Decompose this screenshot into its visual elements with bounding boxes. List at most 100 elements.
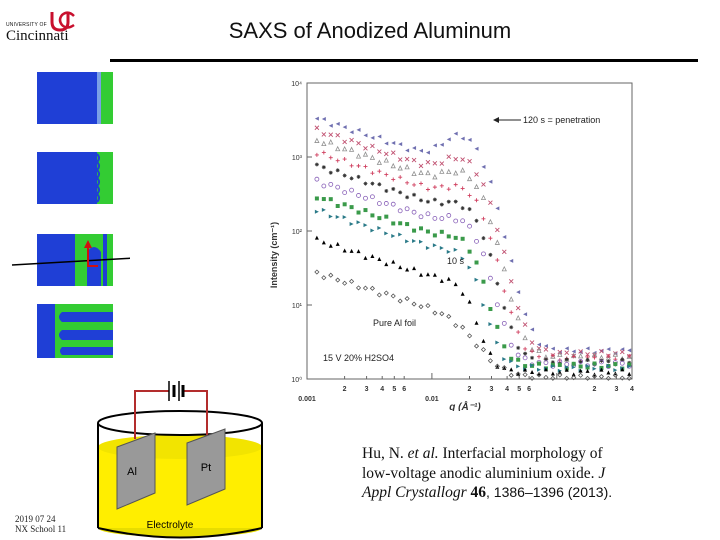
data-point — [494, 239, 500, 245]
data-point — [432, 143, 437, 148]
data-point — [474, 198, 479, 203]
data-point — [550, 364, 555, 369]
data-point — [488, 200, 493, 205]
data-point — [363, 195, 368, 201]
data-point — [328, 139, 334, 145]
data-point — [356, 210, 361, 215]
data-point — [605, 375, 611, 381]
data-point — [362, 285, 369, 291]
data-point — [390, 293, 396, 299]
data-point — [446, 249, 451, 254]
pt-electrode — [186, 428, 226, 506]
data-point — [439, 183, 444, 188]
data-point — [342, 173, 347, 178]
data-point — [335, 145, 341, 152]
data-point — [536, 372, 542, 378]
data-point — [349, 176, 354, 181]
data-point — [487, 358, 493, 364]
citation: Hu, N. et al. Interfacial morphology of … — [362, 444, 622, 503]
data-point — [495, 206, 500, 211]
data-point — [509, 325, 514, 330]
data-point — [550, 360, 555, 365]
data-point — [481, 303, 486, 308]
footer-date: 2019 07 24 — [15, 514, 56, 524]
y-tick-label: 10³ — [292, 155, 303, 162]
data-point — [543, 344, 548, 349]
data-point — [522, 334, 528, 341]
data-point — [391, 177, 396, 182]
series-10-s — [314, 235, 632, 377]
data-point — [321, 117, 326, 122]
data-point — [488, 252, 493, 257]
data-point — [342, 202, 347, 207]
data-point — [356, 193, 361, 198]
data-point — [550, 346, 555, 351]
data-point — [613, 368, 618, 373]
data-point — [418, 169, 424, 176]
data-point — [522, 322, 528, 327]
data-point — [453, 323, 459, 329]
series-pure-al-foil — [314, 269, 632, 381]
data-point — [495, 281, 500, 286]
data-point — [606, 354, 611, 359]
data-point — [453, 247, 458, 252]
data-point — [494, 363, 500, 369]
data-point — [363, 255, 368, 260]
data-point — [355, 285, 362, 291]
data-point — [467, 265, 472, 270]
data-point — [411, 157, 417, 163]
data-point — [523, 367, 528, 372]
x-minor-tick-label: 2 — [468, 386, 472, 393]
data-point — [404, 156, 410, 162]
data-point — [384, 172, 389, 177]
data-point — [432, 216, 438, 221]
uc-emblem-icon — [50, 11, 75, 32]
data-point — [509, 310, 514, 315]
data-point — [473, 183, 480, 190]
data-point — [342, 157, 347, 162]
data-point — [501, 265, 507, 272]
data-point — [321, 240, 326, 245]
data-point — [564, 346, 569, 351]
data-point — [453, 199, 458, 204]
data-point — [571, 372, 576, 377]
data-point — [356, 220, 361, 225]
data-point — [592, 361, 597, 366]
data-point — [349, 278, 355, 284]
data-point — [446, 137, 451, 142]
data-point — [391, 233, 396, 238]
anodization-cell-diagram: Al Pt Electrolyte — [97, 381, 263, 539]
citation-title: Interfacial morphology of low-voltage an… — [362, 445, 603, 482]
data-point — [439, 278, 444, 283]
x-tick-label: 0.1 — [552, 396, 562, 403]
data-point — [606, 347, 611, 352]
data-point — [411, 170, 417, 177]
data-point — [627, 348, 632, 353]
data-point — [363, 133, 368, 138]
data-point — [481, 338, 486, 343]
data-point — [585, 364, 590, 369]
data-point — [377, 256, 382, 261]
data-point — [398, 232, 403, 237]
data-point — [418, 198, 423, 203]
data-point — [488, 322, 493, 327]
data-point — [349, 221, 354, 226]
data-point — [432, 310, 438, 316]
data-point — [578, 360, 583, 365]
data-point — [314, 137, 320, 143]
data-point — [557, 351, 563, 357]
logo-name: Cincinnati — [6, 28, 69, 44]
data-point — [335, 214, 340, 219]
data-point — [342, 280, 348, 286]
data-point — [369, 285, 375, 291]
data-point — [516, 290, 521, 295]
series-s4 — [314, 196, 632, 371]
data-point — [536, 367, 541, 372]
annotation-10s: 10 s — [447, 256, 465, 266]
data-point — [383, 157, 389, 163]
data-point — [432, 174, 438, 180]
data-point — [474, 238, 479, 244]
data-point — [335, 184, 341, 190]
x-minor-tick-label: 3 — [365, 386, 369, 393]
